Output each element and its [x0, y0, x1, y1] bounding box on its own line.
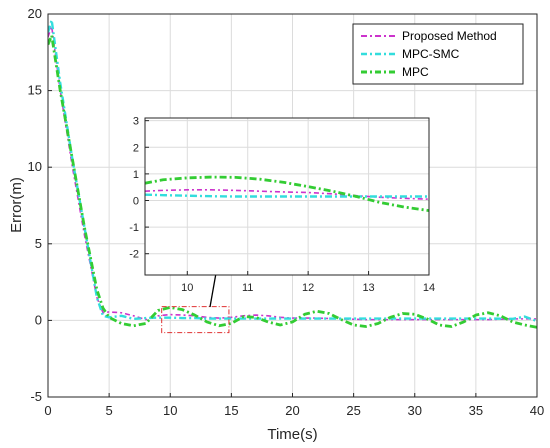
main-x-ticks: 0 5 10 15 20 25 30 35 40	[44, 393, 544, 418]
inset-y-tick-label: 1	[133, 169, 139, 181]
main-y-tick-label: 15	[28, 83, 42, 98]
main-series-group	[48, 18, 537, 329]
main-x-tick-label: 30	[408, 403, 422, 418]
legend-label-proposed-method: Proposed Method	[402, 29, 497, 43]
main-x-tick-label: 20	[285, 403, 299, 418]
main-x-tick-label: 25	[346, 403, 360, 418]
inset-y-tick-label: 0	[133, 195, 139, 207]
main-x-tick-label: 15	[224, 403, 238, 418]
legend-label-mpc: MPC	[402, 65, 429, 79]
main-y-tick-label: 5	[35, 236, 42, 251]
main-y-tick-label: 20	[28, 6, 42, 21]
inset-x-tick-label: 14	[423, 282, 435, 294]
legend-box	[352, 23, 524, 85]
inset-x-ticks: 10 11 12 13 14	[181, 271, 435, 294]
inset-y-tick-label: 2	[133, 142, 139, 154]
y-axis-label: Error(m)	[8, 177, 25, 233]
inset-y-ticks: -2 -1 0 1 2 3	[129, 116, 149, 261]
inset-y-tick-label: -2	[129, 249, 139, 261]
inset-y-tick-label: 3	[133, 116, 139, 128]
inset-series-line-series-1	[145, 193, 429, 198]
main-series-line-mpc-smc	[48, 18, 537, 323]
zoom-region-box	[161, 306, 230, 334]
main-y-tick-label: 10	[28, 159, 42, 174]
legend-label-mpc-smc: MPC-SMC	[402, 47, 460, 61]
inset-x-tick-label: 13	[362, 282, 374, 294]
main-series-line-mpc	[48, 34, 537, 329]
inset-y-tick-label: -1	[129, 222, 139, 234]
inset-x-tick-label: 11	[242, 282, 253, 294]
main-x-tick-label: 35	[469, 403, 483, 418]
main-y-ticks: -5 0 5 10 15 20	[28, 6, 52, 404]
main-x-tick-label: 10	[163, 403, 177, 418]
main-x-tick-label: 40	[530, 403, 544, 418]
inset-series-group	[145, 175, 429, 212]
main-y-tick-label: -5	[30, 389, 42, 404]
inset-x-tick-label: 12	[302, 282, 314, 294]
legend: Proposed Method MPC-SMC MPC	[352, 23, 524, 85]
main-y-tick-label: 0	[35, 312, 42, 327]
inset-x-tick-label: 10	[181, 282, 193, 294]
inset-series-line-series-2	[145, 175, 429, 212]
inset-plot-frame	[144, 117, 430, 276]
x-axis-label: Time(s)	[267, 426, 317, 443]
main-x-tick-label: 0	[44, 403, 51, 418]
main-x-tick-label: 5	[106, 403, 113, 418]
